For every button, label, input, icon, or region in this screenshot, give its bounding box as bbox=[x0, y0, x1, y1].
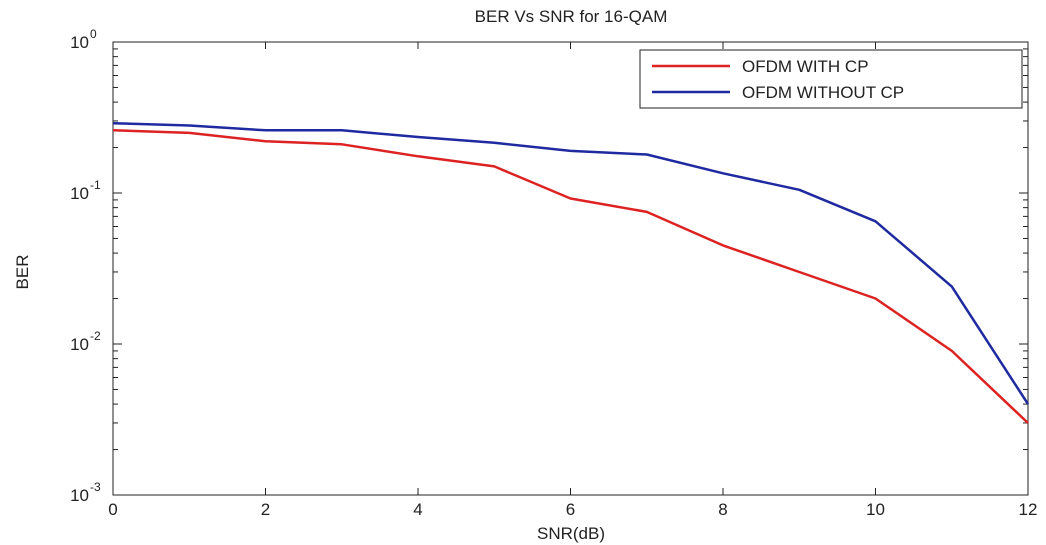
y-tick-label: 10 -1 bbox=[70, 178, 101, 203]
x-tick-label: 8 bbox=[718, 500, 727, 519]
legend-label-ofdm-without-cp: OFDM WITHOUT CP bbox=[742, 83, 904, 102]
legend: OFDM WITH CP OFDM WITHOUT CP bbox=[639, 49, 1023, 109]
y-tick-label-base: 10 bbox=[70, 335, 89, 354]
series-lines bbox=[112, 121, 1030, 424]
y-tick-label-exponent: 0 bbox=[90, 27, 97, 41]
legend-label-ofdm-with-cp: OFDM WITH CP bbox=[742, 57, 869, 76]
y-tick-label: 10 -2 bbox=[70, 329, 101, 354]
axis-ticks bbox=[112, 41, 1029, 496]
x-tick-label: 0 bbox=[108, 500, 117, 519]
x-tick-labels: 0 2 4 6 8 10 12 bbox=[108, 500, 1037, 519]
series-line-ofdm-with-cp bbox=[112, 129, 1029, 424]
plot-area bbox=[112, 41, 1029, 496]
x-tick-label: 6 bbox=[566, 500, 575, 519]
y-tick-label-base: 10 bbox=[70, 486, 89, 505]
y-tick-label-base: 10 bbox=[70, 184, 89, 203]
y-tick-label: 10 -3 bbox=[70, 480, 101, 505]
y-tick-label-base: 10 bbox=[70, 33, 89, 52]
x-tick-label: 12 bbox=[1019, 500, 1038, 519]
chart-title: BER Vs SNR for 16-QAM bbox=[475, 7, 668, 26]
y-tick-label-exponent: -1 bbox=[90, 178, 101, 192]
x-axis-label: SNR(dB) bbox=[537, 524, 605, 543]
series-line-ofdm-without-cp bbox=[112, 121, 1030, 405]
x-tick-label: 4 bbox=[413, 500, 422, 519]
x-tick-label: 10 bbox=[866, 500, 885, 519]
legend-box bbox=[639, 49, 1023, 109]
x-tick-label: 2 bbox=[261, 500, 270, 519]
y-tick-label-exponent: -3 bbox=[90, 480, 101, 494]
y-tick-label: 10 0 bbox=[70, 27, 97, 52]
y-axis-label: BER bbox=[13, 255, 32, 290]
y-tick-label-exponent: -2 bbox=[90, 329, 101, 343]
